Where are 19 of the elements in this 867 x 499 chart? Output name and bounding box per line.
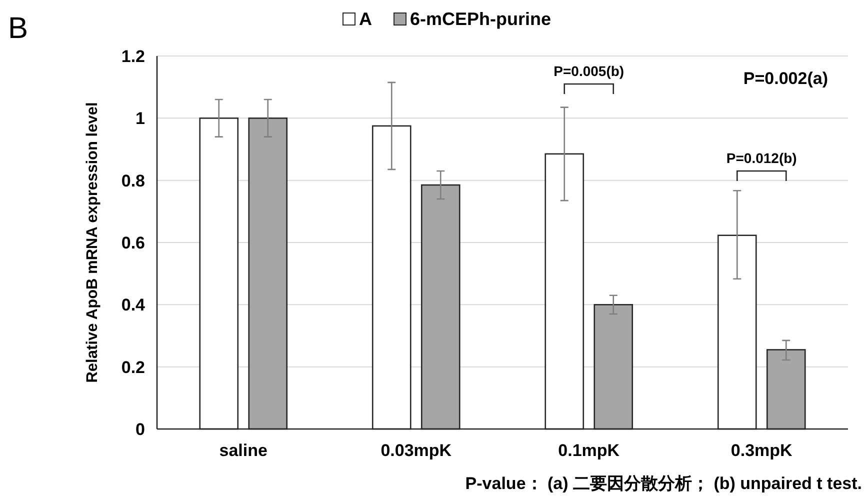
x-tick-label: 0.1mpK (558, 441, 620, 460)
text: P-value： (a) 二要因分散分析； (b) unpaired t test. (465, 474, 862, 493)
text: B (8, 12, 28, 45)
y-tick-label: 0 (136, 420, 145, 439)
y-tick-label: 1 (136, 109, 145, 128)
y-tick-label: 0.2 (121, 358, 145, 377)
legend-label: A (359, 9, 372, 29)
y-tick-label: 0.6 (121, 234, 145, 252)
x-tick-label: 0.03mpK (380, 441, 452, 460)
x-tick-label: saline (219, 441, 268, 460)
y-tick-label: 0.4 (121, 296, 146, 315)
y-tick-label: 1.2 (121, 47, 145, 66)
y-tick-label: 0.8 (121, 171, 145, 190)
x-tick-label: 0.3mpK (730, 441, 794, 460)
annotation: P=0.005(b) (554, 63, 624, 79)
annotation: P=0.002(a) (743, 69, 828, 88)
annotation: P=0.012(b) (726, 150, 797, 166)
y-axis-title: Relative ApoB mRNA expression level (84, 102, 101, 383)
legend-label: 6-mCEPh-purine (410, 9, 552, 29)
